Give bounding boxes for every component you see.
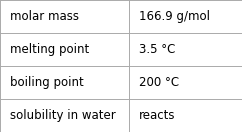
Text: reacts: reacts	[139, 109, 176, 122]
Text: 3.5 °C: 3.5 °C	[139, 43, 175, 56]
Text: 200 °C: 200 °C	[139, 76, 179, 89]
Text: boiling point: boiling point	[10, 76, 83, 89]
Text: 166.9 g/mol: 166.9 g/mol	[139, 10, 210, 23]
Text: solubility in water: solubility in water	[10, 109, 115, 122]
Text: melting point: melting point	[10, 43, 89, 56]
Text: molar mass: molar mass	[10, 10, 79, 23]
